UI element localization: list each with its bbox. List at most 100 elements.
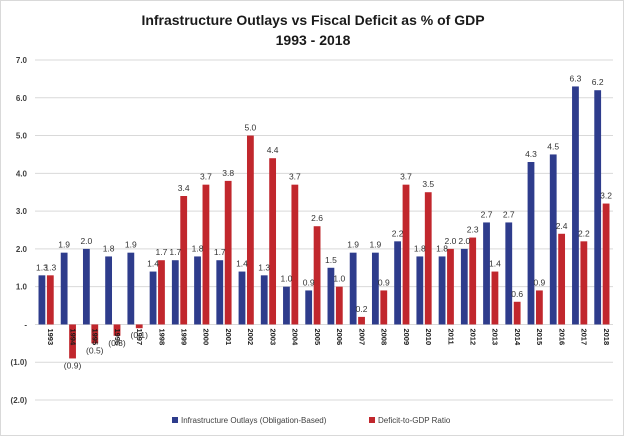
- x-tick-2002: 2002: [246, 328, 255, 345]
- bar-infrastructure-1998: [149, 271, 157, 325]
- label-infrastructure-2010: 1.8: [414, 243, 426, 253]
- label-deficit-1994: (0.9): [64, 360, 82, 370]
- label-deficit-1993: 1.3: [44, 262, 56, 272]
- label-infrastructure-2003: 1.3: [258, 262, 270, 272]
- label-deficit-2014: 0.6: [511, 289, 523, 299]
- bar-deficit-2013: [491, 271, 499, 325]
- label-infrastructure-2016: 4.5: [547, 141, 559, 151]
- bar-deficit-2006: [335, 286, 343, 325]
- x-tick-2016: 2016: [557, 328, 566, 345]
- label-infrastructure-2004: 1.0: [281, 274, 293, 284]
- label-infrastructure-2015: 4.3: [525, 149, 537, 159]
- label-deficit-1995: (0.5): [86, 345, 104, 355]
- label-deficit-2004: 3.7: [289, 172, 301, 182]
- y-tick-label: 6.0: [16, 94, 28, 103]
- bar-deficit-2000: [202, 184, 210, 325]
- label-infrastructure-1993: 1.3: [36, 262, 48, 272]
- x-tick-1994: 1994: [68, 328, 77, 346]
- y-tick-label: 4.0: [16, 169, 28, 178]
- bar-infrastructure-2000: [194, 256, 201, 325]
- bar-deficit-2018: [602, 203, 610, 325]
- legend: Infrastructure Outlays (Obligation-Based…: [172, 416, 451, 425]
- label-deficit-2011: 2.0: [445, 236, 457, 246]
- bar-deficit-2004: [291, 184, 299, 325]
- y-tick-label: -: [24, 320, 27, 329]
- label-deficit-2008: 0.9: [378, 277, 390, 287]
- bar-infrastructure-1997: [127, 252, 135, 325]
- bars: [38, 86, 610, 359]
- label-infrastructure-1997: 1.9: [125, 240, 137, 250]
- bar-infrastructure-2014: [505, 222, 513, 325]
- y-tick-label: 5.0: [16, 132, 28, 141]
- label-infrastructure-2008: 1.9: [369, 240, 381, 250]
- bar-infrastructure-2007: [349, 252, 357, 325]
- bar-infrastructure-1994: [60, 252, 68, 325]
- label-infrastructure-2007: 1.9: [347, 240, 359, 250]
- y-tick-label: 3.0: [16, 207, 28, 216]
- label-infrastructure-2000: 1.8: [192, 243, 204, 253]
- label-deficit-1998: 1.7: [156, 247, 168, 257]
- bar-deficit-1998: [158, 260, 165, 325]
- bar-deficit-2003: [269, 158, 277, 325]
- x-tick-2014: 2014: [513, 328, 522, 346]
- label-deficit-2017: 2.2: [578, 228, 590, 238]
- label-deficit-2003: 4.4: [267, 145, 279, 155]
- bar-infrastructure-1996: [105, 256, 113, 325]
- y-tick-label: 2.0: [16, 245, 28, 254]
- data-labels: 1.31.31.9(0.9)2.0(0.5)1.8(0.3)1.9(0.1)1.…: [36, 73, 612, 370]
- x-tick-1995: 1995: [91, 328, 100, 345]
- label-infrastructure-2006: 1.5: [325, 255, 337, 265]
- bar-infrastructure-2008: [371, 252, 379, 325]
- x-tick-2011: 2011: [446, 328, 455, 344]
- legend-label-deficit: Deficit-to-GDP Ratio: [378, 416, 451, 425]
- bar-deficit-2009: [402, 184, 410, 325]
- label-deficit-2018: 3.2: [600, 191, 612, 201]
- bar-infrastructure-2010: [416, 256, 424, 325]
- label-infrastructure-2012: 2.0: [458, 236, 470, 246]
- x-tick-2008: 2008: [380, 328, 389, 345]
- bar-infrastructure-2011: [438, 256, 446, 325]
- bar-infrastructure-2004: [283, 286, 290, 325]
- x-tick-2003: 2003: [268, 328, 277, 345]
- bar-deficit-1997: [135, 324, 143, 329]
- bar-deficit-2014: [513, 301, 521, 325]
- bar-infrastructure-1993: [38, 275, 46, 325]
- bar-infrastructure-2006: [327, 267, 335, 325]
- label-deficit-2009: 3.7: [400, 172, 412, 182]
- x-tick-2012: 2012: [469, 328, 478, 345]
- label-infrastructure-2001: 1.7: [214, 247, 226, 257]
- bar-deficit-2017: [580, 241, 588, 325]
- bar-infrastructure-2018: [594, 90, 602, 325]
- label-deficit-2012: 2.3: [467, 225, 479, 235]
- bar-deficit-2005: [313, 226, 321, 325]
- x-tick-2004: 2004: [291, 328, 300, 346]
- label-deficit-2010: 3.5: [422, 179, 434, 189]
- bar-deficit-2008: [380, 290, 388, 325]
- bar-deficit-1996: [113, 324, 121, 336]
- x-tick-2007: 2007: [357, 328, 366, 345]
- bar-deficit-1994: [69, 324, 76, 359]
- label-infrastructure-2011: 1.8: [436, 243, 448, 253]
- bar-infrastructure-2002: [238, 271, 246, 325]
- chart-title: Infrastructure Outlays vs Fiscal Deficit…: [141, 12, 484, 28]
- bar-infrastructure-1999: [171, 260, 179, 325]
- x-tick-1997: 1997: [135, 328, 144, 345]
- x-tick-1999: 1999: [180, 328, 189, 345]
- bar-deficit-2011: [447, 248, 454, 325]
- bar-infrastructure-2012: [460, 248, 468, 325]
- label-deficit-2015: 0.9: [533, 277, 545, 287]
- legend-label-infrastructure: Infrastructure Outlays (Obligation-Based…: [181, 416, 327, 425]
- bar-infrastructure-2005: [305, 290, 313, 325]
- bar-deficit-2012: [469, 237, 477, 325]
- bar-deficit-2015: [535, 290, 543, 325]
- label-deficit-1999: 3.4: [178, 183, 190, 193]
- y-tick-label: 1.0: [16, 283, 28, 292]
- x-tick-2006: 2006: [335, 328, 344, 345]
- x-tick-1996: 1996: [113, 328, 122, 345]
- chart-subtitle: 1993 - 2018: [276, 32, 351, 48]
- x-tick-2000: 2000: [202, 328, 211, 345]
- bar-infrastructure-2016: [549, 154, 557, 325]
- x-tick-2009: 2009: [402, 328, 411, 345]
